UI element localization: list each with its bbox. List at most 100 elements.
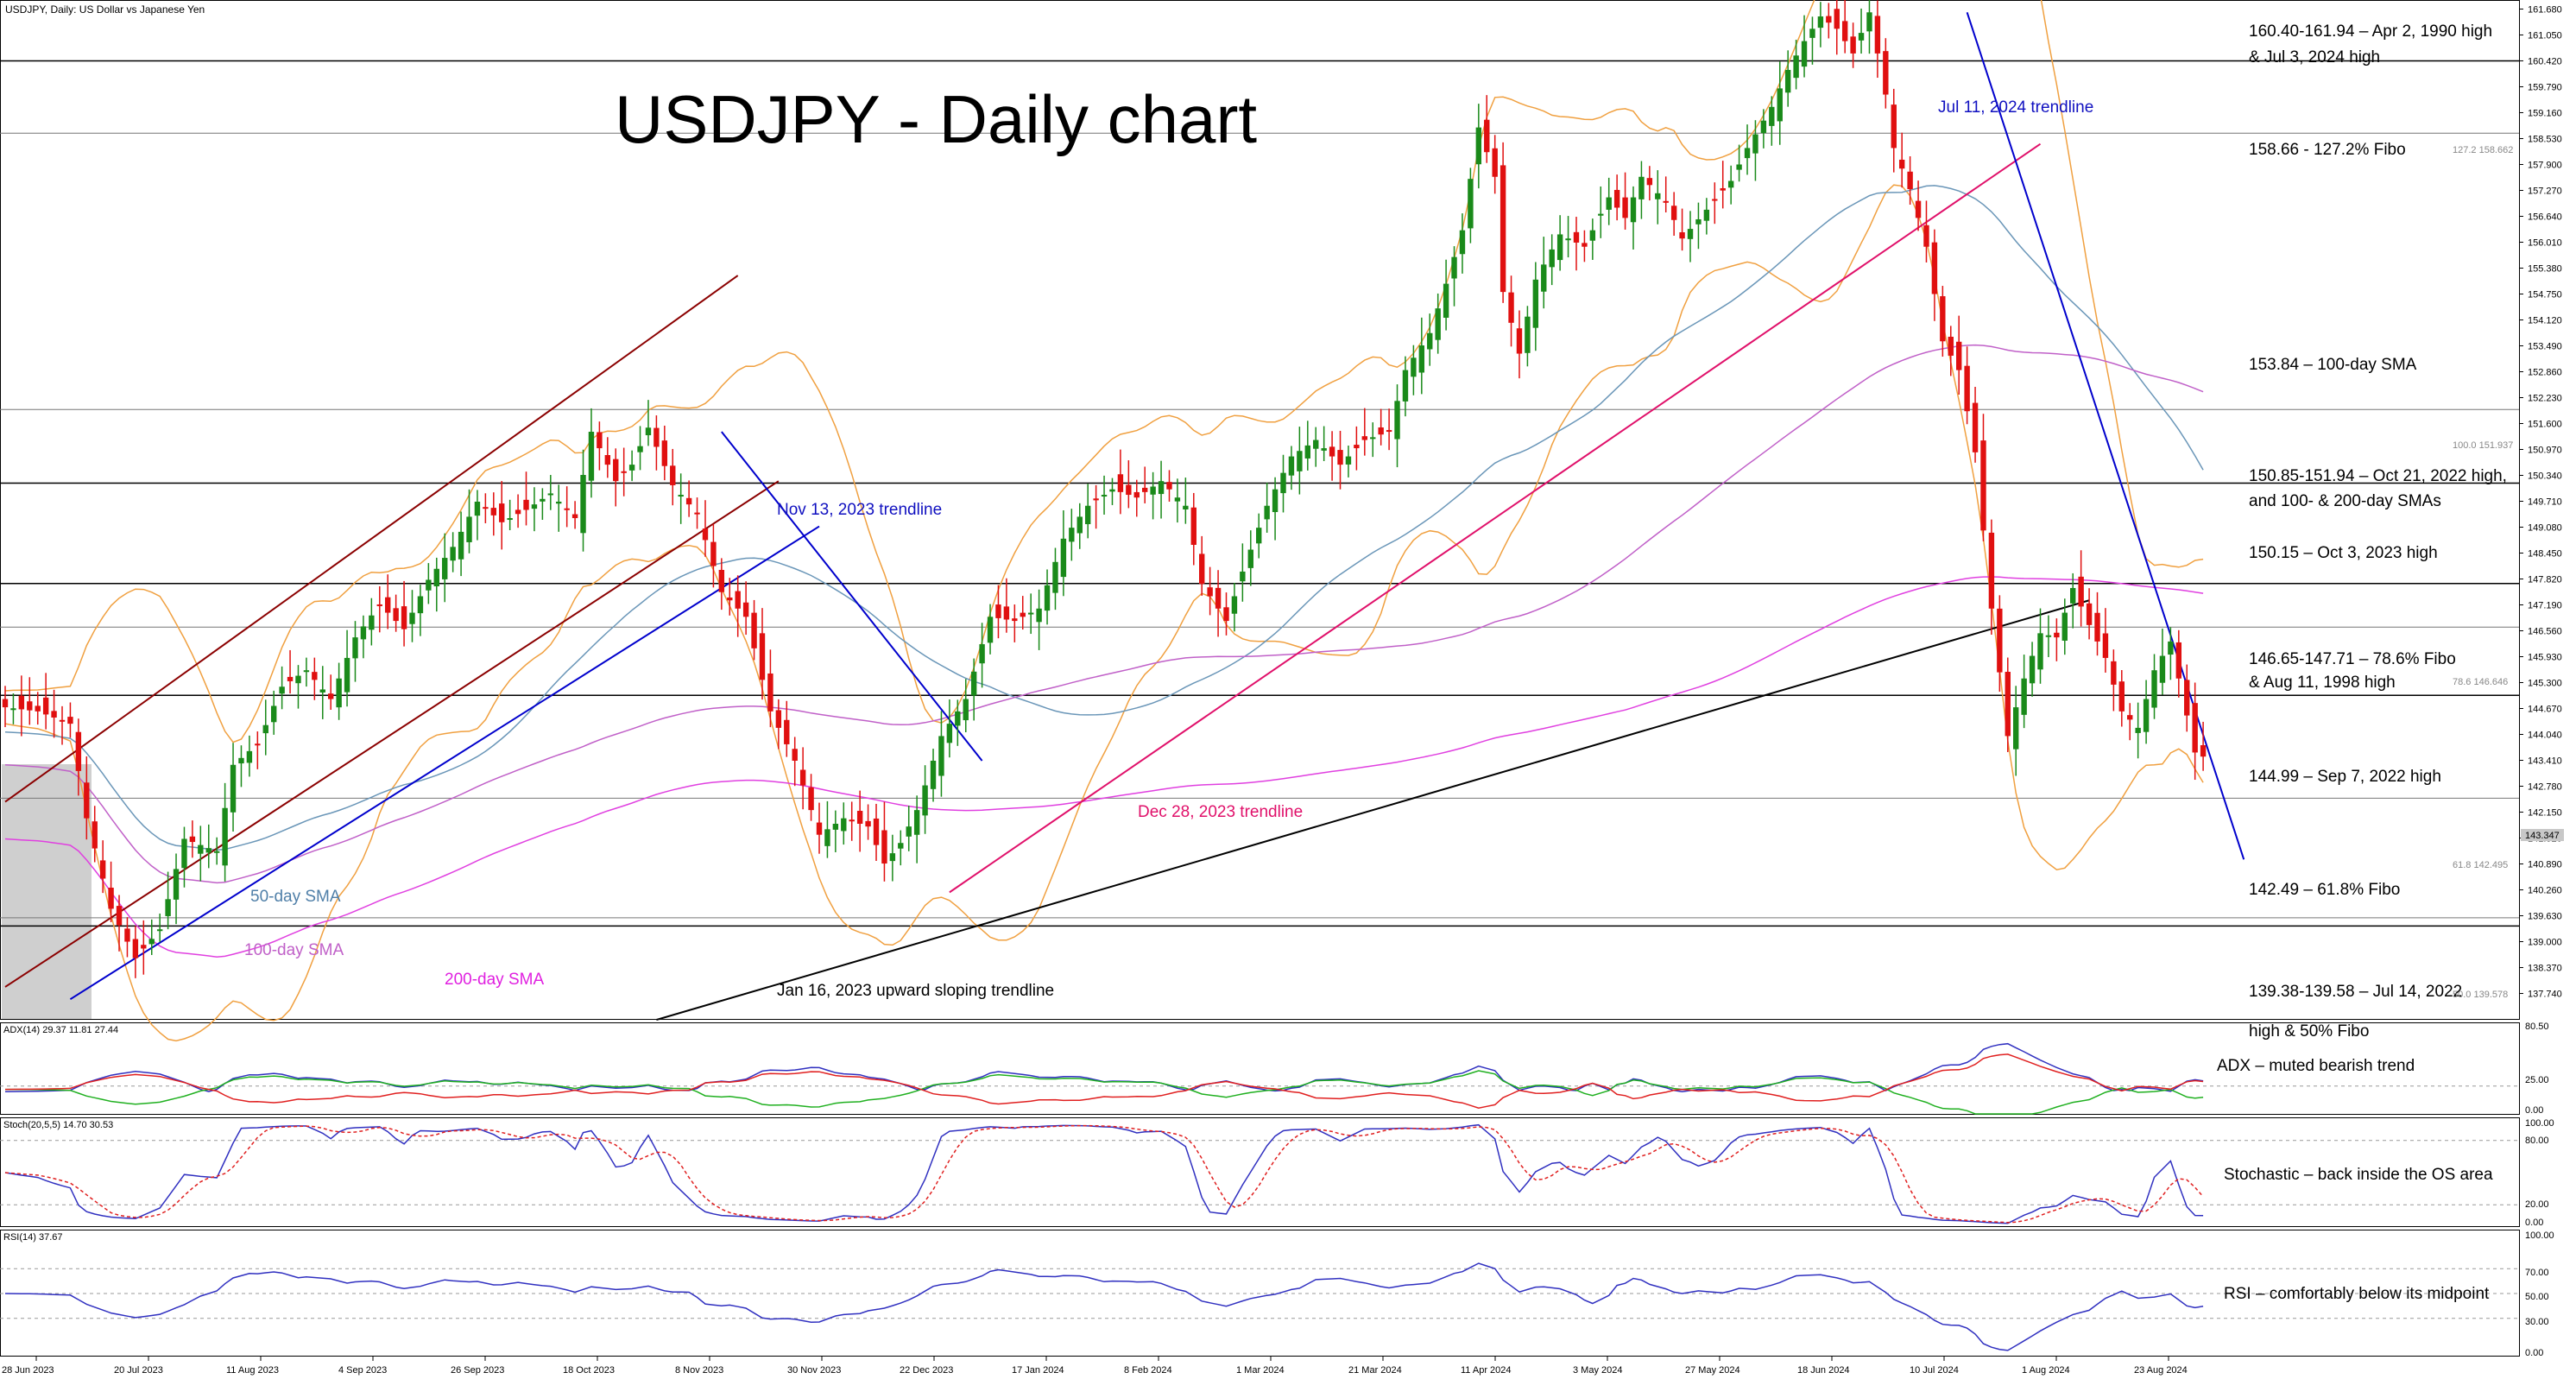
candle-body	[1223, 607, 1229, 622]
fib-tag-618: 61.8 142.495	[2453, 860, 2508, 870]
candle-body	[401, 606, 407, 629]
candle-body	[808, 787, 814, 811]
candle-body	[2159, 655, 2166, 683]
candle-body	[1988, 532, 1995, 609]
candle-body	[1418, 345, 1425, 373]
plus-di-line	[5, 1070, 2204, 1115]
candle-body	[694, 512, 700, 515]
adx-pane	[0, 1022, 2520, 1115]
candle-body	[124, 928, 130, 942]
candle-body	[1532, 279, 1539, 328]
minus-di-line	[4, 1053, 2204, 1109]
candle-body	[246, 750, 253, 763]
candle-body	[547, 493, 554, 496]
trendlines-layer	[4, 11, 2245, 1021]
candle-body	[2094, 612, 2100, 642]
candle-body	[1142, 487, 1148, 492]
candle-body	[1841, 21, 1848, 41]
date-label: 1 Mar 2024	[1236, 1365, 1285, 1376]
candle-body	[759, 633, 766, 680]
sma100-label: 100-day SMA	[244, 941, 344, 959]
candle-body	[156, 929, 163, 932]
candle-body	[2045, 635, 2052, 637]
candle-body	[727, 597, 733, 601]
date-label: 11 Apr 2024	[1461, 1365, 1512, 1376]
candle-body	[564, 508, 570, 510]
level-note-7: 142.49 – 61.8% Fibo	[2249, 881, 2400, 899]
candle-body	[295, 675, 301, 684]
price-tick-label: 156.010	[2528, 237, 2562, 248]
candle-body	[1052, 561, 1058, 593]
candle-body	[1183, 505, 1189, 509]
candle-body	[10, 708, 16, 711]
date-label: 4 Sep 2023	[338, 1365, 387, 1376]
price-tick-label: 150.970	[2528, 445, 2562, 455]
candle-body	[1386, 430, 1392, 433]
price-tick-label: 146.560	[2528, 627, 2562, 637]
candle-body	[1582, 243, 1588, 247]
date-label: 8 Nov 2023	[675, 1365, 723, 1376]
candle-body	[1378, 427, 1384, 435]
candle-body	[678, 495, 684, 497]
candle-body	[1931, 242, 1938, 294]
date-label: 30 Nov 2023	[787, 1365, 841, 1376]
price-tick-label: 159.160	[2528, 108, 2562, 118]
rsi-scale-70: 70.00	[2525, 1268, 2549, 1278]
candle-body	[1940, 296, 1946, 342]
candle-body	[2118, 681, 2125, 712]
candle-body	[450, 547, 456, 561]
price-tick-label: 139.630	[2528, 912, 2562, 922]
candle-body	[1020, 612, 1026, 617]
candle-body	[1589, 230, 1596, 241]
price-tick-label: 142.150	[2528, 808, 2562, 819]
candle-body	[889, 853, 896, 862]
axis-layer: 161.680 161.050 160.420 159.790 159.160 158.5…	[2, 4, 2562, 1376]
price-tick-label: 154.750	[2528, 289, 2562, 300]
rsi-line	[4, 1262, 2204, 1351]
candle-body	[613, 459, 619, 482]
candle-body	[1923, 225, 1929, 247]
price-tick-label: 150.340	[2528, 471, 2562, 481]
candle-body	[51, 711, 57, 718]
candle-body	[1443, 283, 1449, 318]
candle-body	[417, 596, 424, 614]
trend-blue-rising	[69, 525, 820, 1001]
candle-body	[775, 710, 782, 728]
stoch-scale-20: 20.00	[2525, 1199, 2549, 1210]
candle-body	[1329, 446, 1335, 457]
candle-body	[1858, 33, 1865, 41]
candle-body	[1036, 608, 1042, 623]
candle-body	[987, 617, 994, 643]
candle-body	[1313, 440, 1319, 449]
candle-body	[2200, 744, 2207, 757]
candle-body	[1630, 197, 1637, 223]
date-label: 10 Jul 2024	[1910, 1365, 1959, 1376]
candle-body	[1980, 440, 1986, 531]
candle-body	[2127, 715, 2133, 720]
candle-body	[955, 711, 961, 726]
date-label: 23 Aug 2024	[2134, 1365, 2188, 1376]
candle-body	[1809, 28, 1815, 38]
price-tick-label: 140.260	[2528, 886, 2562, 896]
candle-body	[1907, 171, 1913, 190]
price-tick-label: 140.890	[2528, 860, 2562, 870]
level-note-5a: 146.65-147.71 – 78.6% Fibo	[2249, 650, 2456, 668]
price-tick-label: 142.780	[2528, 782, 2562, 793]
candle-body	[2013, 707, 2019, 750]
trend-nov13	[721, 431, 983, 762]
date-label: 3 May 2024	[1573, 1365, 1622, 1376]
rsi-scale-50: 50.00	[2525, 1292, 2549, 1302]
rsi-header: RSI(14) 37.67	[3, 1232, 62, 1243]
candle-body	[1915, 200, 1922, 218]
candle-body	[255, 743, 261, 746]
candle-body	[2086, 603, 2093, 625]
candle-body	[409, 612, 415, 624]
candle-body	[1744, 148, 1751, 159]
candle-body	[2184, 680, 2190, 716]
price-tick-label: 138.370	[2528, 964, 2562, 974]
date-label: 26 Sep 2023	[451, 1365, 504, 1376]
candle-body	[1060, 538, 1067, 578]
candle-body	[426, 579, 432, 591]
candle-body	[336, 678, 342, 708]
candle-body	[1793, 55, 1799, 79]
